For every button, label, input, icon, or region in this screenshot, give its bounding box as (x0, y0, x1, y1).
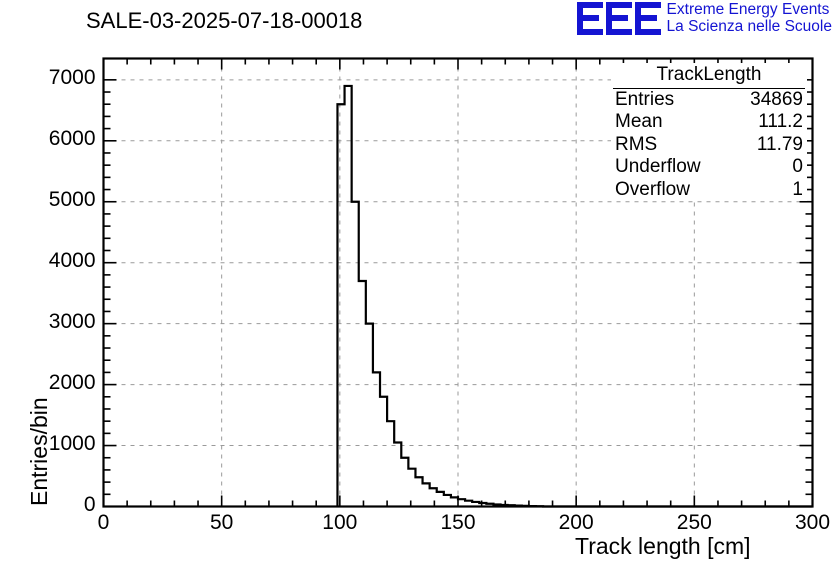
stats-row: RMS 11.79 (611, 134, 807, 156)
y-axis-tick-label: 3000 (48, 309, 96, 333)
y-axis-tick-label: 1000 (48, 431, 96, 455)
y-axis-tick-label: 6000 (48, 126, 96, 150)
y-axis-tick-label: 4000 (48, 248, 96, 272)
stats-box: TrackLength Entries 34869 Mean 111.2 RMS 11.7… (611, 63, 807, 202)
stats-row-key: RMS (615, 133, 658, 155)
logo-letter-e-icon (576, 2, 603, 36)
page-title: SALE-03-2025-07-18-00018 (86, 8, 363, 33)
stats-row-value: 1 (792, 178, 803, 200)
histogram-step-curve (336, 84, 813, 508)
stats-row-value: 0 (792, 156, 803, 178)
logo-text: Extreme Energy Events La Scienza nelle S… (666, 1, 832, 35)
stats-row-value: 111.2 (758, 111, 803, 133)
x-axis-tick-label: 200 (558, 510, 594, 534)
x-axis-tick-label: 100 (322, 510, 358, 534)
stats-row-key: Underflow (615, 156, 701, 178)
y-axis-tick-label: 0 (83, 492, 96, 516)
eee-mark-icon (576, 2, 661, 36)
x-axis-tick-label: 150 (440, 510, 476, 534)
stats-row-value: 11.79 (756, 133, 803, 155)
x-axis-tick-label: 300 (794, 510, 831, 534)
stats-row: Overflow 1 (611, 179, 807, 201)
y-axis-tick-label: 2000 (48, 370, 96, 394)
stats-box-title: TrackLength (613, 63, 805, 89)
x-axis-tick-label: 50 (209, 510, 234, 534)
logo-letter-e-icon (634, 2, 661, 36)
stats-row: Mean 111.2 (611, 111, 807, 133)
x-axis-tick-label: 250 (676, 510, 712, 534)
stats-row-value: 34869 (750, 89, 803, 110)
stats-row-key: Overflow (615, 178, 690, 200)
y-axis-tick-label: 7000 (48, 65, 96, 89)
stats-rows: Entries 34869 Mean 111.2 RMS 11.79 Underflow 0 O… (611, 89, 807, 201)
eee-logo: Extreme Energy Events La Scienza nelle S… (576, 1, 832, 36)
y-axis-tick-label: 5000 (48, 187, 96, 211)
x-axis-tick-label: 0 (97, 510, 110, 534)
x-axis-title: Track length [cm] (575, 533, 751, 559)
logo-line-1: Extreme Energy Events (666, 1, 830, 18)
stats-row-key: Mean (615, 111, 663, 133)
logo-letter-e-icon (605, 2, 632, 36)
stats-row: Entries 34869 (611, 89, 807, 111)
logo-line-2: La Scienza nelle Scuole (666, 17, 832, 35)
stats-row: Underflow 0 (611, 156, 807, 178)
stats-row-key: Entries (615, 89, 675, 110)
